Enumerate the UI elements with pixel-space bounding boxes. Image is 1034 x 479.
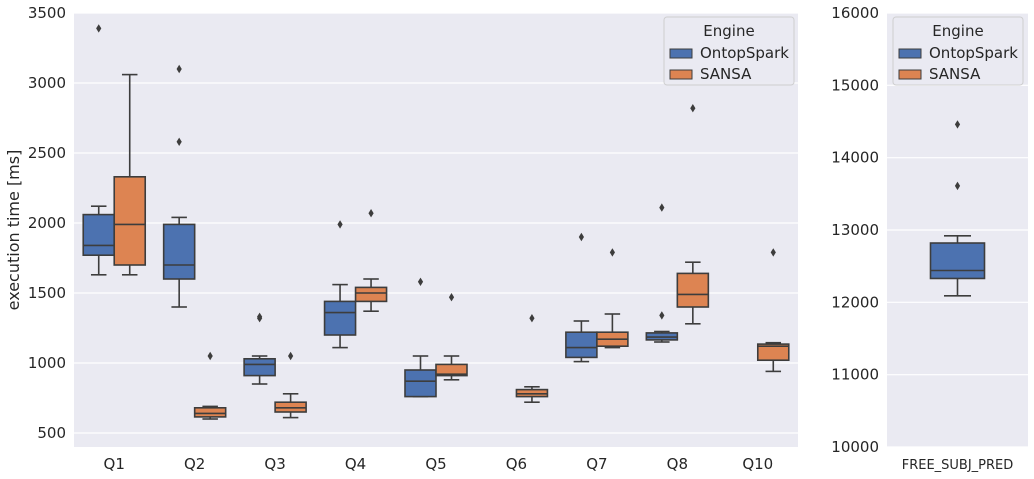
outlier-point: [954, 120, 961, 129]
y-tick-label: 13000: [831, 221, 879, 239]
outlier-point: [176, 64, 182, 74]
legend-entry: OntopSpark: [700, 44, 789, 62]
box-sansa-q1: [113, 176, 147, 266]
x-tick-label: Q8: [667, 455, 688, 473]
y-tick-label: 1500: [28, 284, 66, 302]
x-tick-label: Q1: [104, 455, 125, 473]
legend-swatch: [669, 48, 693, 59]
legend-swatch: [898, 48, 922, 59]
legend-swatch: [669, 69, 693, 80]
y-tick-label: 14000: [831, 149, 879, 167]
y-tick-label: 10000: [831, 438, 879, 456]
y-tick-label: 500: [37, 424, 66, 442]
legend-swatch: [898, 69, 922, 80]
x-tick-label: Q6: [506, 455, 527, 473]
outlier-point: [417, 277, 424, 286]
x-tick-label: Q10: [742, 455, 773, 473]
y-tick-label: 15000: [831, 76, 879, 94]
outlier-point: [337, 220, 343, 229]
outlier-point: [659, 311, 665, 320]
box-sansa-q8: [676, 272, 710, 308]
legend-entry: OntopSpark: [929, 44, 1018, 62]
outlier-point: [288, 351, 294, 361]
legend: Engine OntopSpark SANSA: [663, 16, 795, 86]
box-sansa-q2: [193, 406, 227, 418]
outlier-point: [448, 293, 455, 302]
x-tick-label: Q5: [425, 455, 446, 473]
y-tick-label: 11000: [831, 366, 879, 384]
outlier-point: [659, 203, 665, 212]
box-ontopspark-q3: [243, 357, 276, 377]
x-tick-label: Q4: [345, 455, 366, 473]
box-ontopspark-q2: [162, 223, 196, 280]
box-ontopspark-free_subj_pred: [929, 242, 986, 280]
y-tick-label: 12000: [831, 293, 879, 311]
y-tick-label: 3000: [28, 74, 66, 92]
y-tick-label: 1000: [28, 354, 66, 372]
legend-frame: [892, 16, 1024, 86]
box-ontopspark-q1: [82, 213, 116, 257]
outlier-point: [176, 137, 182, 146]
outlier-point: [207, 351, 213, 361]
box-sansa-q5: [435, 363, 468, 377]
outlier-point: [529, 314, 535, 323]
y-tick-label: 16000: [831, 4, 879, 22]
outlier-point: [96, 24, 102, 33]
outlier-point: [609, 248, 615, 257]
legend-entry: SANSA: [929, 65, 981, 83]
legend-title: Engine: [932, 22, 983, 40]
legend-entry: SANSA: [700, 65, 752, 83]
left-panel: 500 1000 1500 2000 2500 3000 3500 Q1 Q2 Q3 Q4 Q5 Q6 Q…: [28, 4, 798, 473]
box-ontopspark-q5: [404, 369, 437, 398]
legend-title: Engine: [703, 22, 754, 40]
outlier-point: [257, 312, 263, 321]
y-tick-label: 2000: [28, 214, 66, 232]
outlier-point: [770, 248, 776, 257]
x-tick-label: Q7: [586, 455, 607, 473]
x-tick-label: Q2: [184, 455, 205, 473]
y-tick-label: 3500: [28, 4, 66, 22]
outlier-point: [368, 209, 374, 218]
box-ontopspark-q7: [565, 331, 598, 359]
box-ontopspark-q4: [323, 300, 357, 336]
right-panel: 10000 11000 12000 13000 14000 15000 16000 FREE_…: [831, 4, 1028, 473]
box-sansa-q10: [756, 343, 790, 362]
x-tick-label: FREE_SUBJ_PRED: [902, 458, 1014, 473]
legend: Engine OntopSpark SANSA: [892, 16, 1024, 86]
outlier-point: [954, 181, 961, 191]
outlier-point: [690, 104, 696, 113]
outlier-point: [578, 232, 584, 242]
y-axis-label: execution time [ms]: [4, 150, 23, 311]
box-sansa-q4: [354, 286, 388, 303]
y-tick-label: 2500: [28, 144, 66, 162]
x-tick-label: Q3: [264, 455, 285, 473]
legend-frame: [663, 16, 795, 86]
